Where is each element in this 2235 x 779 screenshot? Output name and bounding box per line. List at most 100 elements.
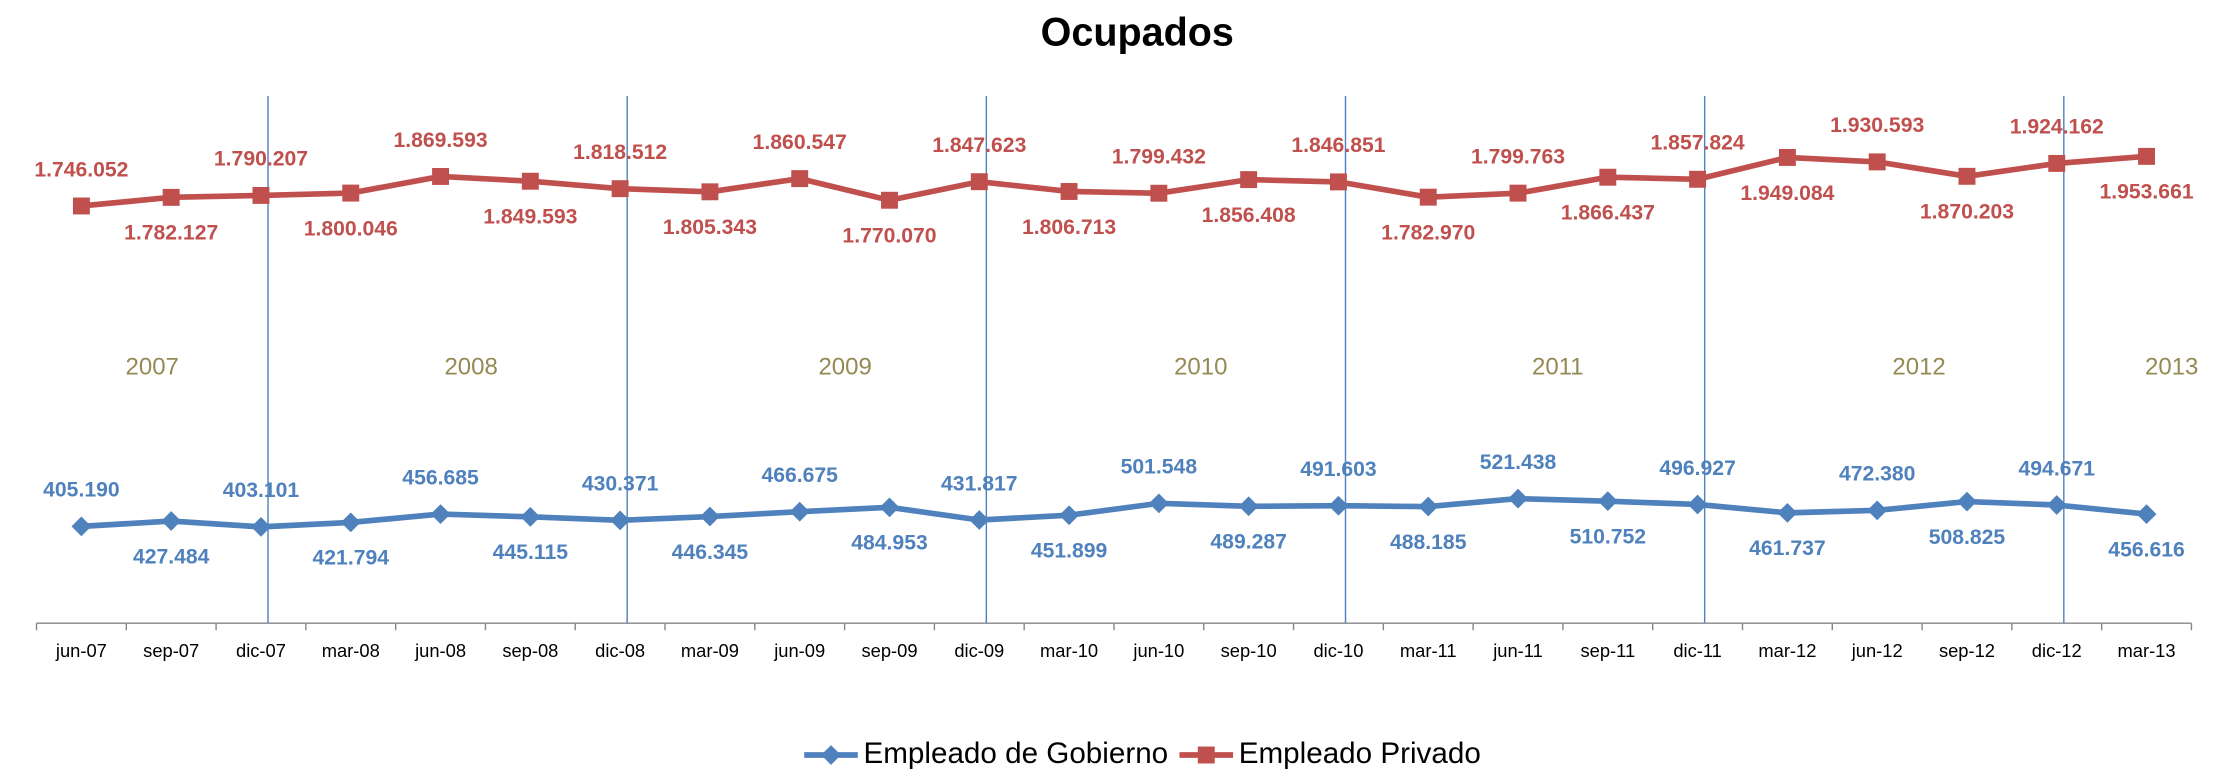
x-tick-label: dic-09 [954,640,1004,661]
x-tick-label: dic-08 [595,640,645,661]
marker [72,197,90,215]
data-label: 430.371 [582,473,659,496]
marker [2048,154,2066,172]
marker [1868,153,1886,171]
data-label: 472.380 [1839,463,1915,486]
marker [2046,495,2067,515]
data-label: 446.345 [672,541,749,564]
data-label: 1.746.052 [34,158,128,181]
legend-label: Empleado de Gobierno [863,737,1168,770]
x-tick-label: jun-11 [1492,640,1543,661]
data-label: 456.616 [2108,538,2184,561]
data-label: 466.675 [761,464,838,487]
data-label: 1.856.408 [1202,204,1296,227]
data-label: 1.870.203 [1920,201,2014,224]
marker [881,191,898,209]
marker [970,173,988,191]
year-label: 2010 [1174,354,1227,381]
data-label: 456.685 [402,466,479,489]
x-tick-label: mar-09 [681,640,739,661]
x-tick-label: jun-07 [55,640,107,661]
marker [969,510,990,530]
marker [1687,494,1708,515]
marker [1060,183,1078,200]
marker [1777,502,1798,523]
legend-marker [821,745,841,765]
marker [1329,173,1347,191]
marker [1240,171,1258,189]
data-label: 494.671 [2019,457,2096,480]
marker [2136,504,2157,524]
data-label: 445.115 [493,541,569,564]
data-label: 405.190 [43,479,119,502]
year-label: 2012 [1892,354,1945,381]
data-label: 427.484 [133,545,210,568]
data-label: 1.799.763 [1471,145,1565,168]
marker [1150,184,1168,202]
marker [700,506,720,527]
data-label: 1.930.593 [1830,114,1924,137]
data-label: 1.782.970 [1381,221,1475,244]
marker [1599,168,1617,186]
data-label: 1.924.162 [2010,116,2104,139]
x-tick-label: sep-07 [143,640,199,661]
data-label: 1.805.343 [663,216,757,239]
x-tick-label: mar-10 [1040,640,1098,661]
x-tick-label: sep-10 [1221,640,1277,661]
data-label: 1.790.207 [214,148,308,171]
data-label: 1.782.127 [124,222,218,245]
marker [252,186,270,204]
marker [162,188,180,206]
marker [1867,500,1888,521]
year-label: 2008 [444,354,497,381]
x-tick-label: jun-12 [1851,640,1903,661]
data-label: 1.800.046 [304,217,398,240]
marker [520,506,541,527]
data-label: 1.869.593 [393,129,487,152]
marker [1958,167,1976,185]
marker [1148,493,1169,514]
marker [789,501,810,522]
marker [610,510,631,531]
data-label: 521.438 [1480,451,1557,474]
data-label: 461.737 [1749,537,1825,560]
data-label: 421.794 [313,547,390,570]
data-label: 1.857.824 [1651,132,1745,155]
data-label: 1.799.432 [1112,146,1206,169]
data-label: 403.101 [223,479,300,502]
data-label: 1.770.070 [842,225,936,248]
year-label: 2007 [126,354,179,381]
data-label: 451.899 [1031,540,1107,563]
marker [430,504,451,524]
x-tick-label: jun-09 [773,640,825,661]
series-line [81,495,2147,530]
marker [340,512,361,533]
marker [1238,496,1259,517]
x-tick-label: jun-08 [414,640,466,661]
data-label: 1.849.593 [483,206,577,229]
x-tick-label: sep-12 [1939,640,1995,661]
marker [161,511,182,531]
marker [521,172,539,190]
data-label: 488.185 [1390,531,1467,554]
marker [1778,148,1796,166]
marker [2138,147,2156,165]
chart-title: Ocupados [1041,11,1234,55]
data-label: 431.817 [941,472,1017,495]
marker [1957,491,1977,512]
year-label: 2011 [1532,354,1584,381]
x-tick-label: jun-10 [1132,640,1184,661]
marker [1328,495,1349,516]
data-label: 496.927 [1659,457,1735,480]
data-label: 489.287 [1210,531,1286,554]
x-tick-label: mar-13 [2118,640,2176,661]
marker [1508,488,1528,509]
x-tick-label: sep-08 [502,640,558,661]
data-label: 1.806.713 [1022,216,1116,239]
marker [1059,505,1079,526]
legend-label: Empleado Privado [1239,737,1481,770]
data-label: 508.825 [1929,526,2006,549]
year-label: 2009 [818,354,871,381]
marker [791,170,809,188]
